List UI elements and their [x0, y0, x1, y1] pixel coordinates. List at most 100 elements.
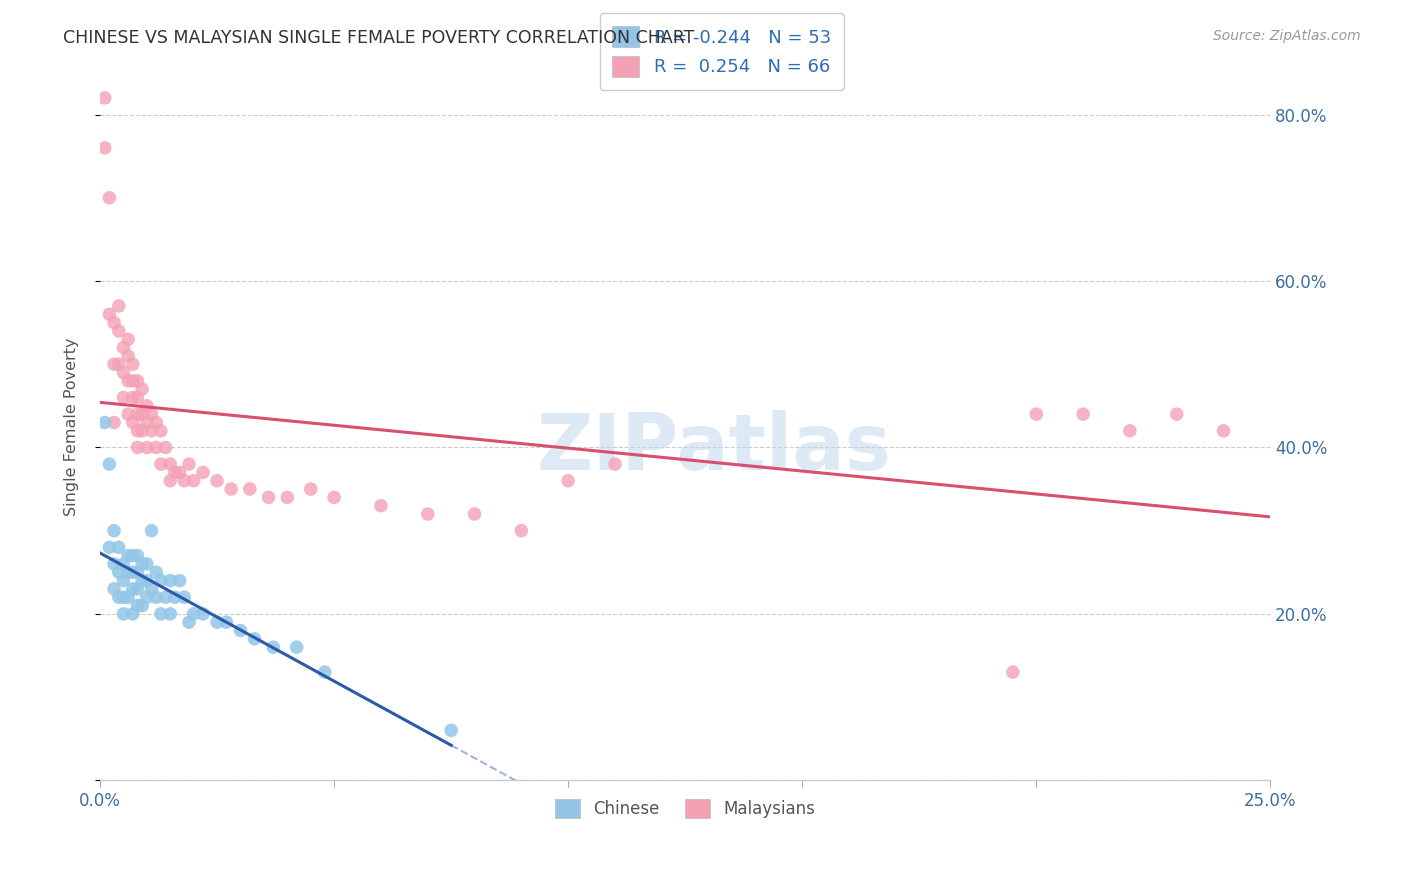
Point: [299, 482, 322, 496]
Point: [107, 324, 129, 338]
Point: [1071, 407, 1094, 421]
Point: [98, 457, 121, 471]
Point: [416, 507, 439, 521]
Point: [112, 591, 135, 605]
Point: [93, 91, 115, 105]
Point: [131, 382, 153, 396]
Point: [127, 582, 149, 596]
Point: [98, 307, 121, 321]
Point: [177, 615, 200, 630]
Point: [173, 591, 195, 605]
Point: [323, 491, 346, 505]
Point: [215, 615, 238, 630]
Point: [243, 632, 266, 646]
Point: [205, 474, 228, 488]
Point: [112, 607, 135, 621]
Point: [121, 416, 143, 430]
Point: [127, 549, 149, 563]
Point: [127, 424, 149, 438]
Point: [121, 566, 143, 580]
Point: [117, 332, 139, 346]
Point: [127, 374, 149, 388]
Point: [155, 441, 177, 455]
Point: [121, 549, 143, 563]
Point: [169, 466, 191, 480]
Point: [103, 357, 125, 371]
Point: [131, 407, 153, 421]
Point: [285, 640, 308, 655]
Point: [127, 407, 149, 421]
Point: [1212, 424, 1234, 438]
Point: [121, 357, 143, 371]
Point: [107, 357, 129, 371]
Point: [112, 366, 135, 380]
Point: [127, 441, 149, 455]
Point: [163, 591, 186, 605]
Point: [117, 349, 139, 363]
Point: [159, 474, 181, 488]
Point: [141, 524, 163, 538]
Point: [98, 191, 121, 205]
Point: [262, 640, 284, 655]
Point: [557, 474, 579, 488]
Point: [219, 482, 242, 496]
Point: [127, 599, 149, 613]
Point: [93, 141, 115, 155]
Point: [510, 524, 533, 538]
Point: [103, 582, 125, 596]
Text: ZIPatlas: ZIPatlas: [537, 409, 891, 486]
Point: [257, 491, 280, 505]
Point: [107, 591, 129, 605]
Point: [149, 607, 172, 621]
Point: [276, 491, 298, 505]
Point: [191, 466, 214, 480]
Point: [169, 574, 191, 588]
Point: [229, 624, 252, 638]
Point: [135, 441, 157, 455]
Y-axis label: Single Female Poverty: Single Female Poverty: [65, 337, 79, 516]
Point: [131, 574, 153, 588]
Point: [141, 424, 163, 438]
Point: [135, 416, 157, 430]
Point: [183, 607, 205, 621]
Text: Source: ZipAtlas.com: Source: ZipAtlas.com: [1213, 29, 1361, 44]
Point: [1119, 424, 1142, 438]
Point: [131, 599, 153, 613]
Point: [149, 457, 172, 471]
Point: [117, 407, 139, 421]
Point: [440, 723, 463, 738]
Point: [135, 591, 157, 605]
Point: [239, 482, 262, 496]
Point: [112, 574, 135, 588]
Point: [1166, 407, 1188, 421]
Point: [131, 424, 153, 438]
Point: [163, 466, 186, 480]
Point: [141, 407, 163, 421]
Point: [112, 341, 135, 355]
Legend: Chinese, Malaysians: Chinese, Malaysians: [548, 792, 823, 825]
Point: [121, 391, 143, 405]
Point: [103, 524, 125, 538]
Point: [370, 499, 392, 513]
Text: CHINESE VS MALAYSIAN SINGLE FEMALE POVERTY CORRELATION CHART: CHINESE VS MALAYSIAN SINGLE FEMALE POVER…: [63, 29, 695, 47]
Point: [141, 582, 163, 596]
Point: [103, 557, 125, 571]
Point: [314, 665, 336, 679]
Point: [145, 591, 167, 605]
Point: [127, 391, 149, 405]
Point: [145, 566, 167, 580]
Point: [1025, 407, 1047, 421]
Point: [177, 457, 200, 471]
Point: [107, 299, 129, 313]
Point: [117, 549, 139, 563]
Point: [127, 566, 149, 580]
Point: [103, 316, 125, 330]
Point: [103, 416, 125, 430]
Point: [1001, 665, 1024, 679]
Point: [98, 541, 121, 555]
Point: [112, 391, 135, 405]
Point: [464, 507, 486, 521]
Point: [173, 474, 195, 488]
Point: [121, 582, 143, 596]
Point: [93, 416, 115, 430]
